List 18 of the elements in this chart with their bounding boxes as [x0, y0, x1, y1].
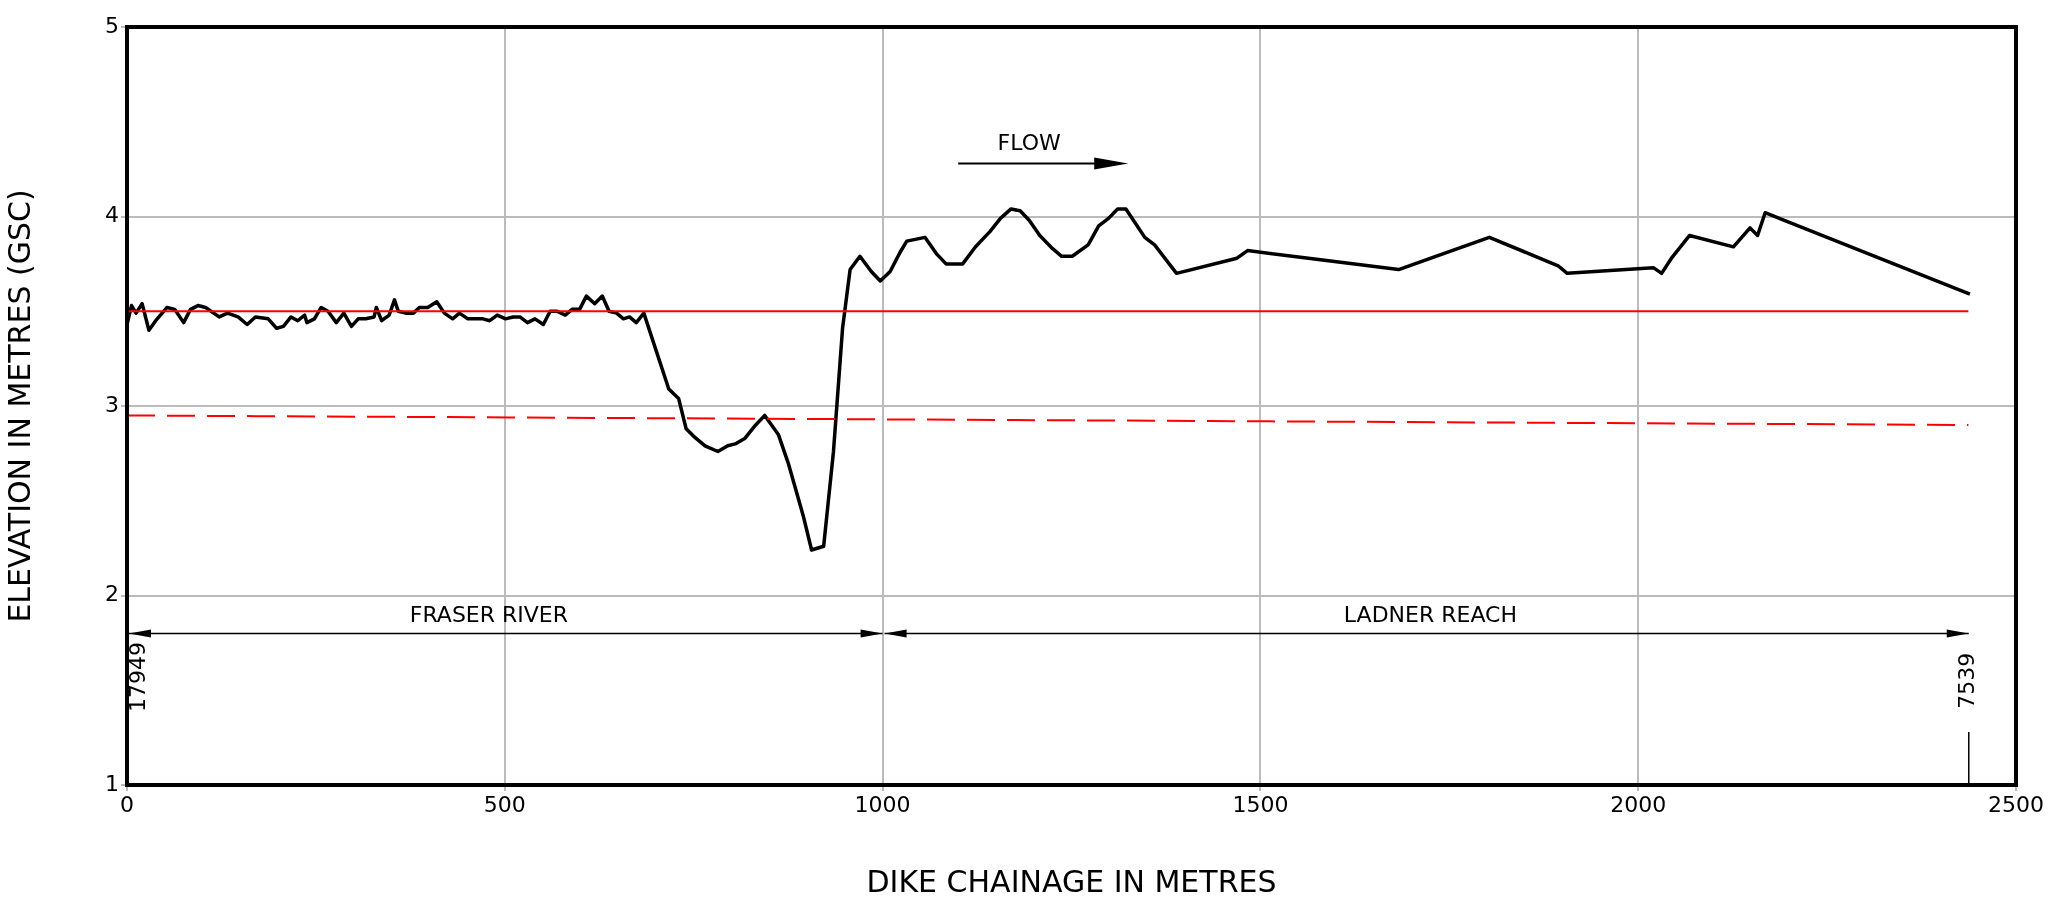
y-tick-label: 2	[105, 581, 119, 607]
y-axis-title: ELEVATION IN METRES (GSC)	[1, 189, 37, 623]
x-tick-label: 500	[483, 791, 526, 817]
y-tick-label: 5	[105, 12, 119, 38]
y-tick-label: 4	[105, 202, 119, 228]
annotation: LADNER REACH	[1343, 602, 1517, 628]
x-tick-label: 2500	[1988, 791, 2044, 817]
x-tick-label: 1500	[1232, 791, 1289, 817]
x-axis-title: DIKE CHAINAGE IN METRES	[866, 863, 1277, 899]
annotation: FRASER RIVER	[409, 602, 569, 628]
y-tick-label: 1	[105, 770, 119, 796]
y-tick-label: 3	[105, 391, 119, 417]
annotation: 7539	[1954, 652, 1980, 709]
annotation: 17949	[124, 641, 150, 712]
x-tick-label: 1000	[854, 791, 911, 817]
x-tick-label: 2000	[1610, 791, 1667, 817]
annotation: FLOW	[997, 130, 1062, 156]
x-tick-label: 0	[120, 791, 134, 817]
